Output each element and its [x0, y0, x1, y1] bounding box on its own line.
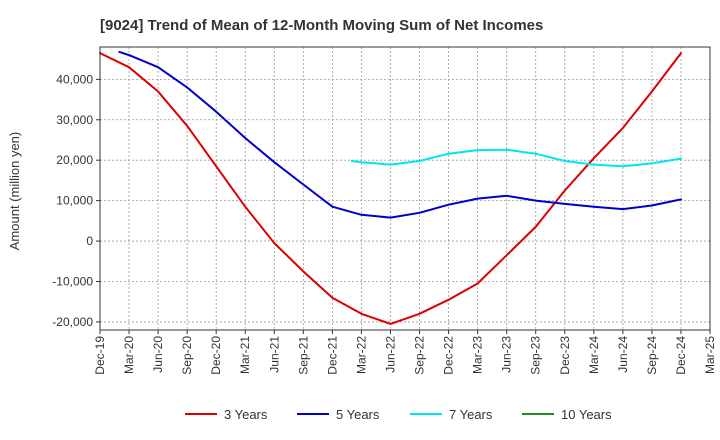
- x-tick-label: Sep-21: [296, 336, 310, 375]
- x-tick-label: Jun-20: [151, 336, 165, 373]
- y-tick-label: -10,000: [52, 274, 93, 288]
- legend: 3 Years 5 Years 7 Years 10 Years: [185, 407, 612, 422]
- x-tick-label: Mar-22: [354, 336, 368, 374]
- y-tick-label: 10,000: [56, 194, 93, 208]
- x-tick-label: Jun-21: [267, 336, 281, 373]
- y-axis: -20,000 -10,000 0 10,000 20,000 30,000 40,000: [52, 72, 100, 329]
- x-tick-label: Sep-20: [180, 336, 194, 375]
- x-tick-label: Dec-22: [442, 336, 456, 375]
- chart-title: [9024] Trend of Mean of 12-Month Moving …: [100, 17, 543, 34]
- series-line-5-years: [118, 50, 682, 219]
- series-line-3-years: [99, 52, 682, 325]
- legend-label: 5 Years: [336, 407, 380, 422]
- y-tick-label: 0: [86, 234, 93, 248]
- grid-lines: [100, 47, 710, 330]
- x-tick-label: Dec-23: [558, 336, 572, 375]
- legend-label: 10 Years: [561, 407, 612, 422]
- x-tick-label: Mar-20: [122, 336, 136, 374]
- x-axis: Dec-19 Mar-20 Jun-20 Sep-20 Dec-20 Mar-21 Jun-…: [93, 330, 717, 375]
- x-tick-label: Sep-22: [413, 336, 427, 375]
- x-tick-label: Jun-23: [500, 336, 514, 373]
- x-tick-label: Dec-20: [209, 336, 223, 375]
- x-tick-label: Dec-24: [674, 336, 688, 375]
- y-tick-label: -20,000: [52, 315, 93, 329]
- series-layer: [99, 50, 682, 325]
- plot-area: [99, 46, 711, 331]
- y-tick-label: 40,000: [56, 72, 93, 86]
- x-tick-label: Mar-25: [703, 336, 717, 374]
- y-tick-label: 20,000: [56, 153, 93, 167]
- x-tick-label: Dec-19: [93, 336, 107, 375]
- x-tick-label: Jun-24: [616, 336, 630, 373]
- x-tick-label: Mar-24: [587, 336, 601, 374]
- x-tick-label: Sep-24: [645, 336, 659, 375]
- y-tick-label: 30,000: [56, 113, 93, 127]
- x-tick-label: Mar-23: [471, 336, 485, 374]
- x-tick-label: Jun-22: [383, 336, 397, 373]
- y-axis-label: Amount (million yen): [7, 132, 22, 251]
- legend-label: 3 Years: [224, 407, 268, 422]
- x-tick-label: Mar-21: [238, 336, 252, 374]
- series-line-7-years: [350, 148, 682, 168]
- x-tick-label: Dec-21: [325, 336, 339, 375]
- legend-label: 7 Years: [449, 407, 493, 422]
- x-tick-label: Sep-23: [529, 336, 543, 375]
